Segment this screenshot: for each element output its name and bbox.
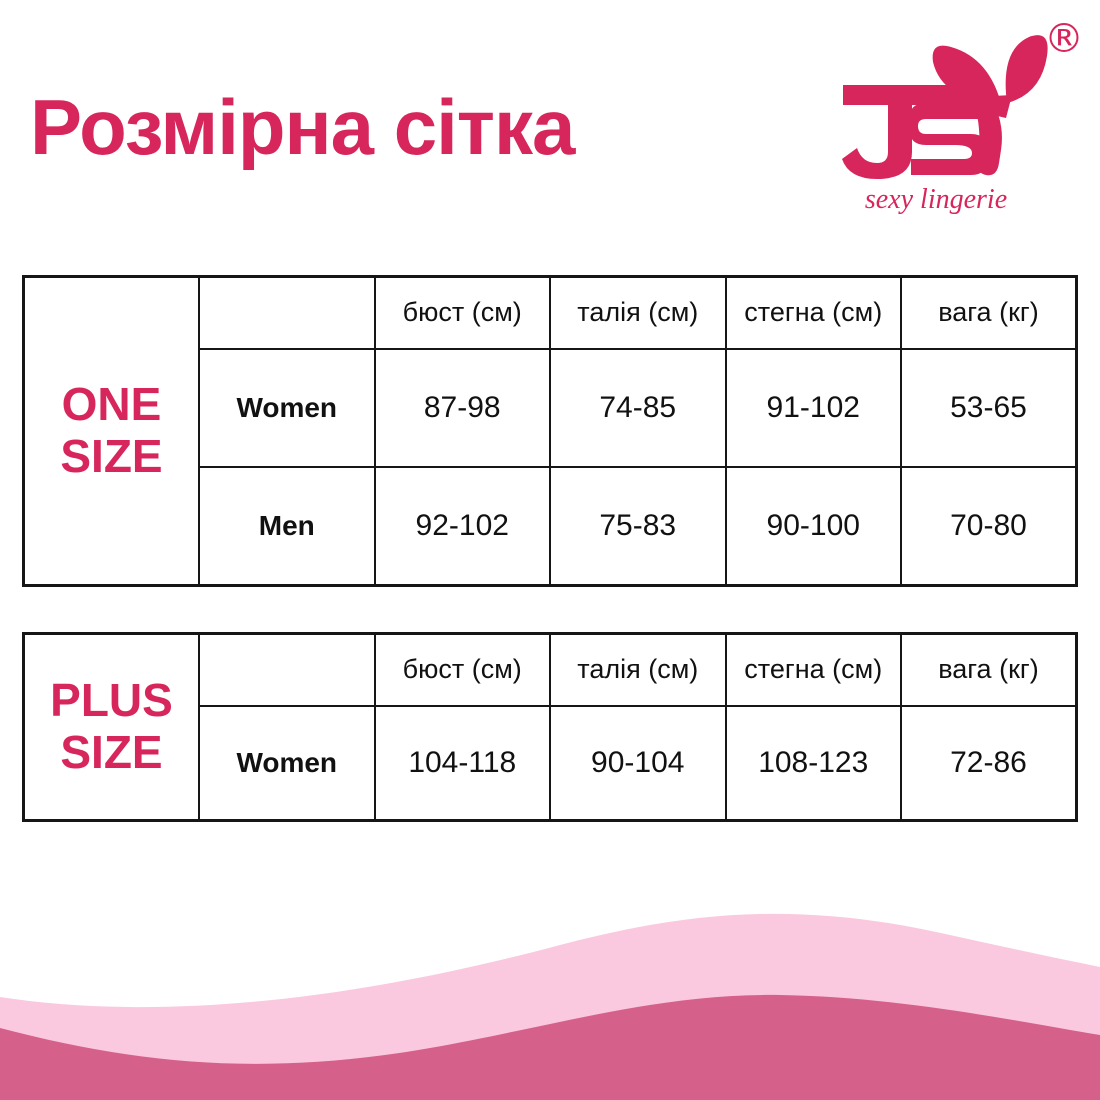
logo-stem bbox=[975, 100, 1002, 176]
column-header-weight: вага (кг) bbox=[900, 632, 1078, 707]
wave-dark bbox=[0, 994, 1100, 1100]
row-label: Men bbox=[198, 465, 376, 587]
size-value-cell: 70-80 bbox=[900, 465, 1078, 587]
column-header-hips: стегна (см) bbox=[724, 275, 902, 350]
size-value-cell: 104-118 bbox=[373, 704, 551, 822]
column-header-bust: бюст (см) bbox=[373, 632, 551, 707]
logo-leaf-right-icon bbox=[1005, 35, 1048, 103]
empty-corner-cell bbox=[198, 275, 376, 350]
empty-corner-cell bbox=[198, 632, 376, 707]
group-label-cell: ONE SIZE bbox=[22, 275, 200, 587]
table-row-women: Women 104-118 90-104 108-123 72-86 bbox=[24, 704, 1078, 822]
size-value-cell: 92-102 bbox=[373, 465, 551, 587]
logo-leaf-left-icon bbox=[932, 45, 1002, 107]
column-header-bust: бюст (см) bbox=[373, 275, 551, 350]
column-header-weight: вага (кг) bbox=[900, 275, 1078, 350]
logo-junction bbox=[975, 95, 1012, 118]
column-header-waist: талія (см) bbox=[549, 632, 727, 707]
size-value-cell: 74-85 bbox=[549, 347, 727, 468]
page-title: Розмірна сітка bbox=[30, 83, 575, 171]
logo-tagline: sexy lingerie bbox=[865, 184, 1007, 215]
size-value-cell: 87-98 bbox=[373, 347, 551, 468]
table-row: ONE SIZE бюст (см) талія (см) стегна (см… bbox=[22, 275, 1078, 587]
size-value-cell: 72-86 bbox=[900, 704, 1078, 822]
size-value-cell: 75-83 bbox=[549, 465, 727, 587]
table-row-men: Men 92-102 75-83 90-100 70-80 bbox=[24, 465, 1078, 587]
row-label: Women bbox=[198, 704, 376, 822]
size-value-cell: 90-100 bbox=[724, 465, 902, 587]
size-value-cell: 90-104 bbox=[549, 704, 727, 822]
column-header-hips: стегна (см) bbox=[724, 632, 902, 707]
table-row-women: Women 87-98 74-85 91-102 53-65 bbox=[24, 347, 1078, 468]
logo-letter-s bbox=[909, 103, 988, 175]
wave-light bbox=[0, 913, 1100, 1100]
table-row: PLUS SIZE бюст (см) талія (см) стегна (с… bbox=[22, 632, 1078, 822]
registered-trademark: ® bbox=[1044, 16, 1084, 62]
size-value-cell: 53-65 bbox=[900, 347, 1078, 468]
size-value-cell: 91-102 bbox=[724, 347, 902, 468]
one-size-table: ONE SIZE бюст (см) талія (см) стегна (см… bbox=[22, 275, 1078, 587]
plus-size-table: PLUS SIZE бюст (см) талія (см) стегна (с… bbox=[22, 632, 1078, 822]
size-value-cell: 108-123 bbox=[724, 704, 902, 822]
group-label-cell: PLUS SIZE bbox=[22, 632, 200, 822]
row-label: Women bbox=[198, 347, 376, 468]
jsy-logo: JSY ® sexy lingerie bbox=[842, 16, 1084, 215]
column-header-waist: талія (см) bbox=[549, 275, 727, 350]
